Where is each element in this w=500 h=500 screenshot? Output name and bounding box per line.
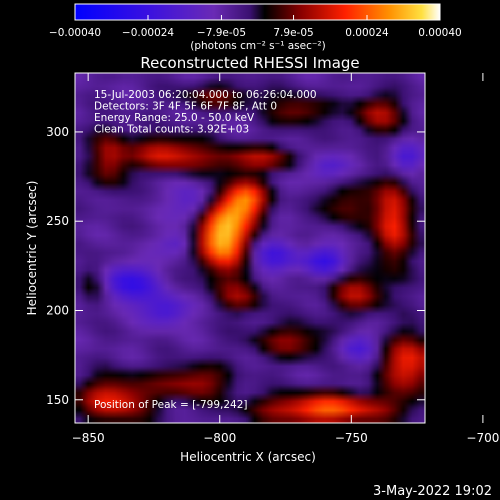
colorbar-tick-label: −7.9e-05 [197, 27, 246, 39]
colorbar-tick-label: 0.00040 [418, 27, 461, 39]
colorbar-unit-label: (photons cm⁻² s⁻¹ asec⁻²) [190, 40, 325, 52]
colorbar-tick-label: 7.9e-05 [273, 27, 313, 39]
annotation-line: 15-Jul-2003 06:20:04.000 to 06:26:04.000 [94, 89, 317, 101]
y-tick-label: 300 [46, 125, 69, 139]
chart-title: Reconstructed RHESSI Image [140, 54, 359, 72]
annotation-line: Clean Total counts: 3.92E+03 [94, 124, 249, 136]
x-tick-label: −850 [72, 431, 105, 445]
y-tick-label: 150 [46, 393, 69, 407]
colorbar-tick-label: −0.00024 [122, 27, 175, 39]
x-tick-label: −800 [203, 431, 236, 445]
peak-position-label: Position of Peak = [-799,242] [94, 399, 248, 411]
colorbar-tick-label: 0.00024 [345, 27, 389, 39]
x-tick-label: −700 [466, 431, 499, 445]
y-tick-label: 200 [46, 304, 69, 318]
image-annotations: 15-Jul-2003 06:20:04.000 to 06:26:04.000… [94, 89, 317, 136]
annotation-line: Detectors: 3F 4F 5F 6F 7F 8F, Att 0 [94, 101, 277, 113]
colorbar-scale [74, 3, 441, 21]
reconstructed-image-heatmap [75, 73, 425, 423]
axis-ticks: −850 −800 −750 −700 150 200 250 300 [46, 73, 499, 445]
colorbar: −0.00040 −0.00024 −7.9e-05 7.9e-05 0.00024 0.… [49, 3, 462, 52]
x-axis-label: Heliocentric X (arcsec) [180, 450, 316, 464]
y-tick-label: 250 [46, 214, 69, 228]
plot-frame [74, 72, 426, 424]
y-axis-label: Heliocentric Y (arcsec) [25, 181, 39, 316]
date-stamp: 3-May-2022 19:02 [373, 484, 492, 499]
x-tick-label: −750 [335, 431, 368, 445]
colorbar-tick-label: −0.00040 [49, 27, 101, 39]
colorbar-ticks: −0.00040 −0.00024 −7.9e-05 7.9e-05 0.00024 0.… [49, 15, 462, 39]
annotation-line: Energy Range: 25.0 - 50.0 keV [94, 112, 255, 124]
